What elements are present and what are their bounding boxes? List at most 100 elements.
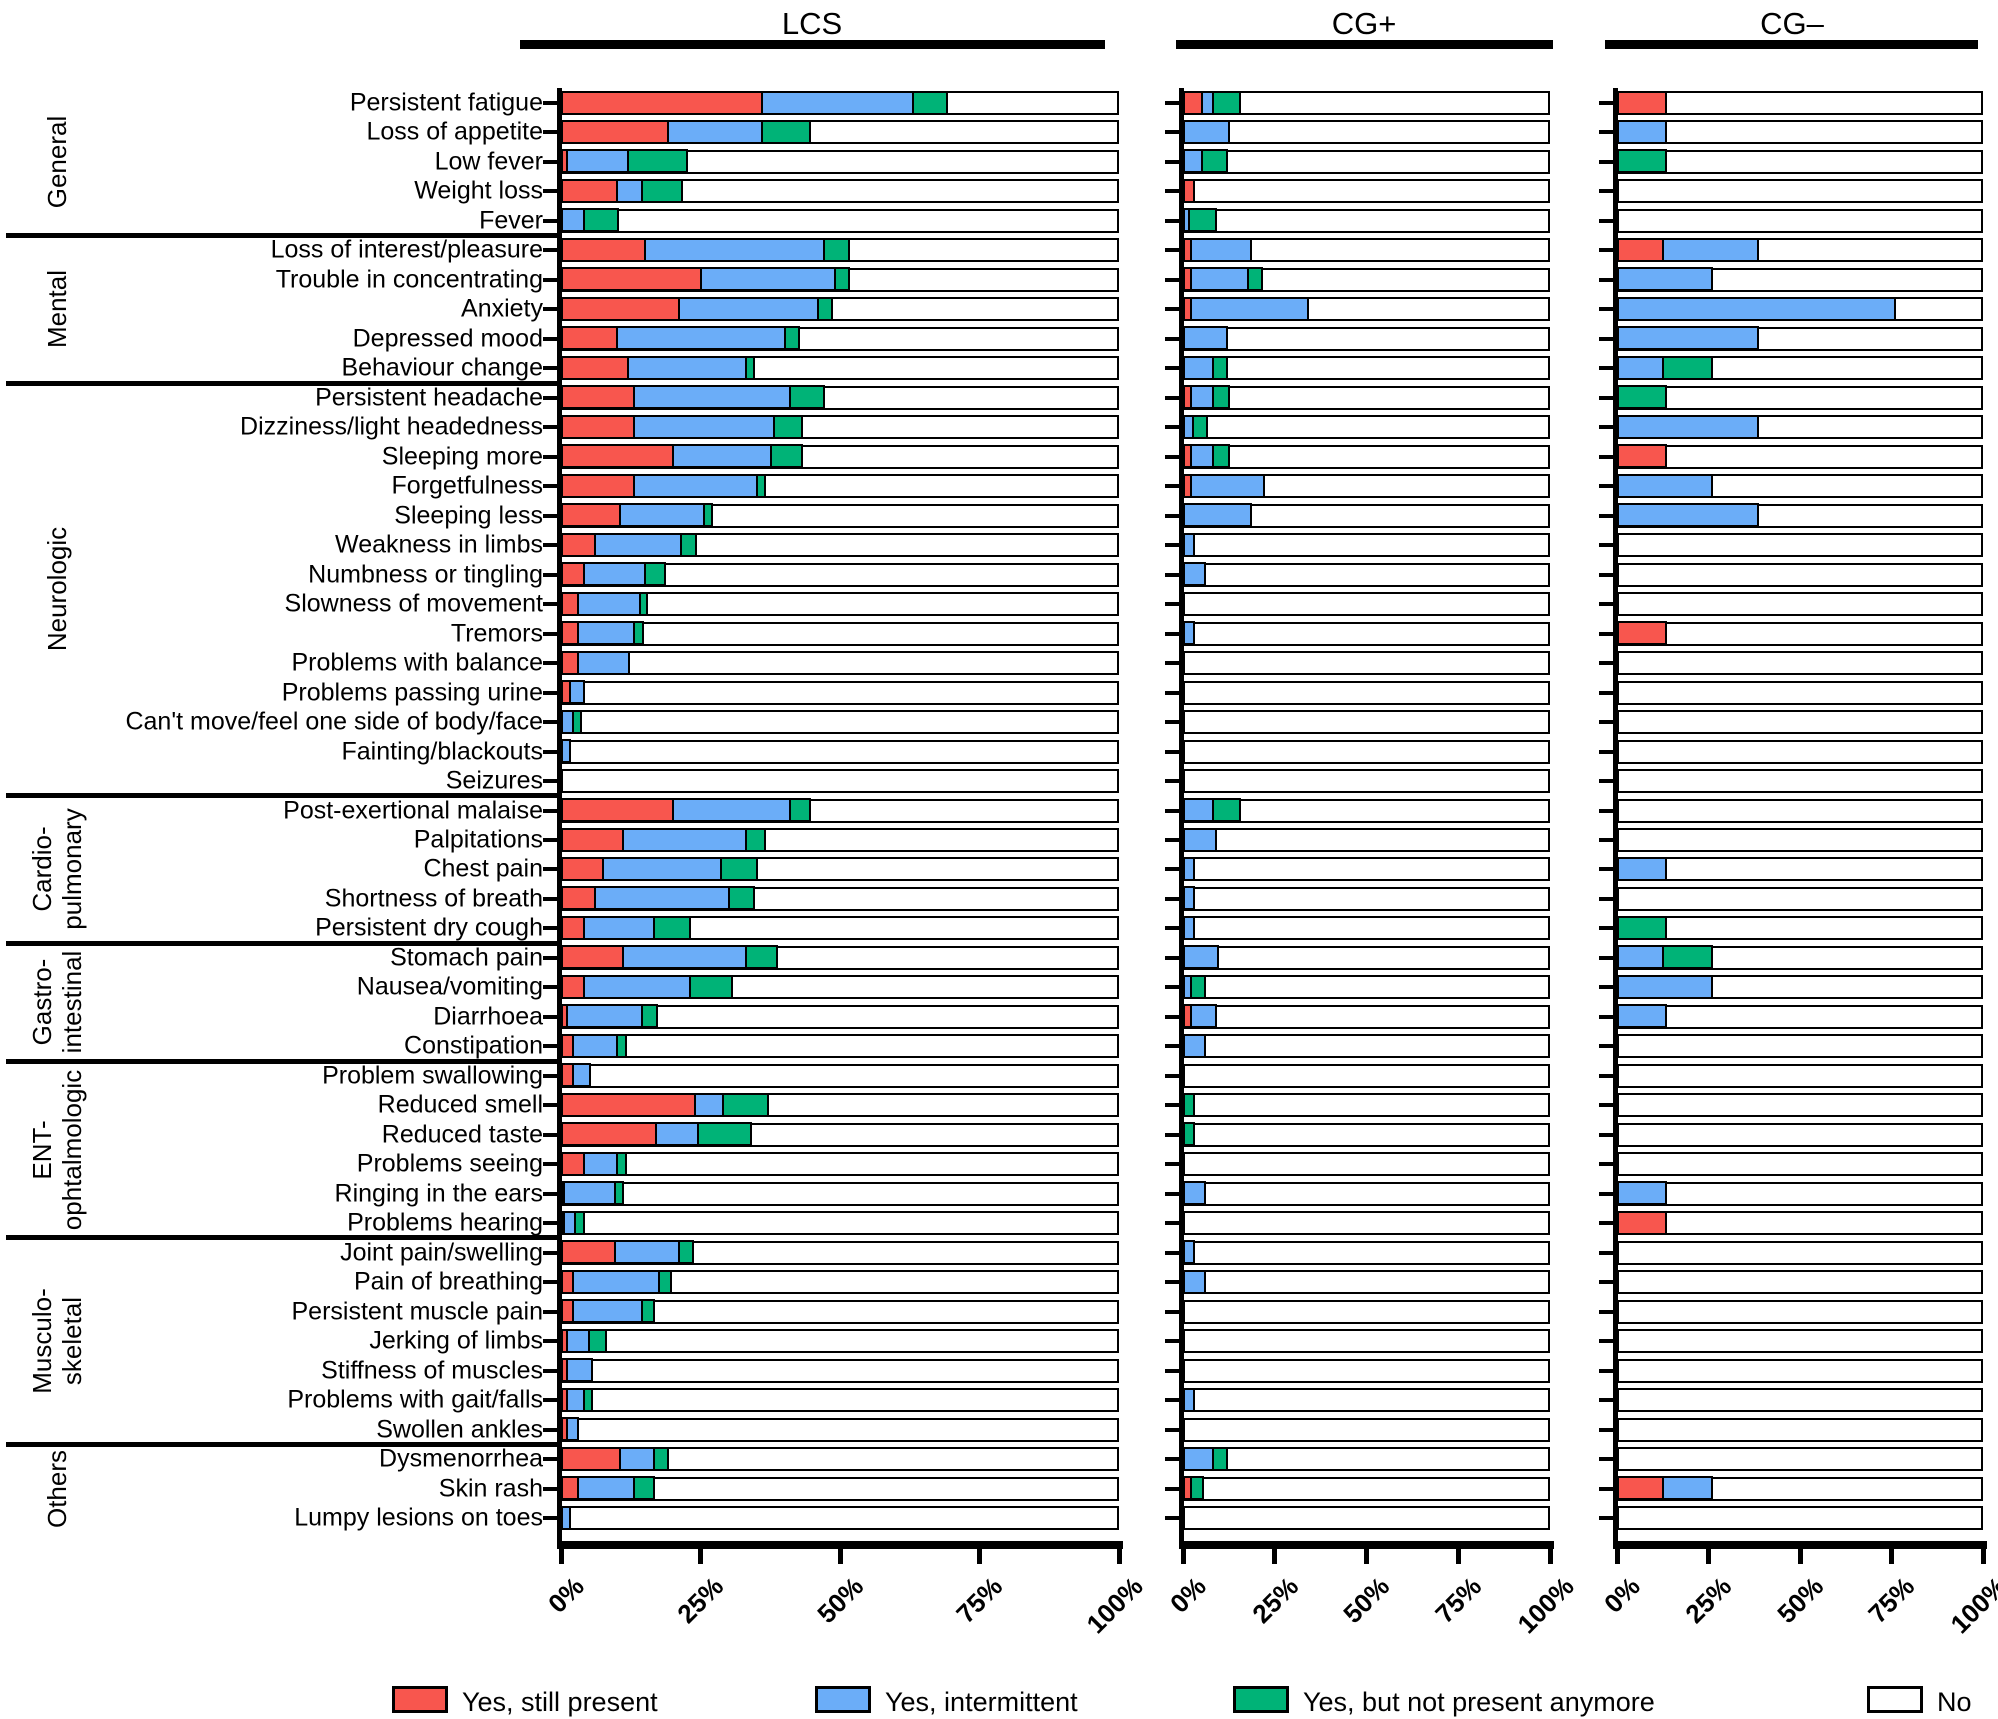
row-tick — [1165, 1103, 1180, 1108]
row-tick — [1599, 1221, 1614, 1226]
stacked-bar — [1616, 90, 1983, 115]
segment-not-anymore — [616, 1033, 627, 1058]
x-axis-tick — [1116, 1549, 1122, 1564]
segment-intermittent — [644, 237, 828, 262]
y-axis-line — [1179, 88, 1184, 1549]
row-tick — [1599, 1280, 1614, 1285]
stacked-bar — [1617, 739, 1983, 764]
stacked-bar — [1617, 208, 1983, 233]
segment-not-anymore — [722, 1092, 770, 1117]
row-tick — [1599, 1457, 1614, 1462]
segment-intermittent — [1616, 1181, 1668, 1206]
stacked-bar — [560, 1122, 1119, 1147]
symptom-label: Problems with balance — [291, 648, 543, 677]
symptom-label: Persistent fatigue — [349, 88, 543, 117]
segment-intermittent — [700, 267, 839, 292]
symptom-label: Reduced smell — [377, 1090, 543, 1119]
stacked-bar — [560, 1151, 1119, 1177]
stacked-bar — [1617, 179, 1983, 204]
symptom-label: Low fever — [434, 147, 543, 176]
segment-intermittent — [1616, 267, 1713, 292]
legend-swatch-intermittent — [815, 1686, 871, 1713]
symptom-label: Sleeping more — [381, 442, 543, 471]
symptom-label: Dysmenorrhea — [379, 1444, 543, 1473]
row-tick — [1599, 572, 1614, 577]
segment-still-present — [560, 1240, 619, 1265]
stacked-bar — [560, 1063, 1119, 1088]
stacked-bar — [1182, 886, 1550, 911]
segment-intermittent — [672, 444, 775, 469]
stacked-bar — [1183, 1417, 1550, 1442]
stacked-bar — [1182, 178, 1550, 204]
segment-intermittent — [619, 1446, 658, 1471]
segment-not-anymore — [1200, 149, 1228, 174]
segment-intermittent — [1616, 473, 1713, 498]
stacked-bar — [1616, 149, 1983, 174]
row-tick — [1165, 661, 1180, 666]
segment-intermittent — [633, 385, 795, 410]
stacked-bar — [560, 562, 1119, 587]
stacked-bar — [1617, 1299, 1983, 1324]
segment-not-anymore — [719, 856, 758, 881]
stacked-bar — [1617, 1329, 1983, 1354]
segment-not-anymore — [744, 355, 756, 380]
symptom-label: Persistent dry cough — [315, 913, 543, 942]
row-tick — [1599, 189, 1614, 194]
symptom-label: Shortness of breath — [324, 884, 543, 913]
stacked-bar — [1617, 1240, 1983, 1265]
segment-still-present — [560, 90, 767, 115]
segment-intermittent — [761, 90, 918, 115]
stacked-bar — [1616, 296, 1983, 322]
stacked-bar — [560, 1092, 1119, 1118]
stacked-bar — [1182, 414, 1550, 440]
segment-still-present — [560, 473, 639, 498]
stacked-bar — [560, 974, 1119, 1000]
segment-still-present — [560, 1092, 700, 1117]
stacked-bar — [1182, 1122, 1550, 1147]
stacked-bar — [1182, 267, 1550, 292]
row-tick — [1599, 1486, 1614, 1491]
x-tick-label: 100% — [1510, 1571, 1580, 1640]
segment-intermittent — [1182, 503, 1252, 528]
panel-title-lcs: LCS — [781, 6, 843, 41]
stacked-bar — [560, 532, 1119, 558]
segment-intermittent — [577, 621, 639, 646]
stacked-bar — [1617, 798, 1983, 823]
segment-intermittent — [1662, 237, 1759, 262]
row-tick — [1165, 425, 1180, 430]
stacked-bar — [1617, 1152, 1983, 1177]
segment-not-anymore — [641, 178, 683, 203]
segment-intermittent — [593, 532, 686, 557]
segment-still-present — [560, 444, 678, 469]
row-tick — [1599, 1339, 1614, 1344]
category-label: Cardio- pulmonary — [27, 808, 87, 931]
symptom-label: Diarrhoea — [433, 1002, 543, 1031]
segment-intermittent — [1616, 414, 1759, 439]
segment-intermittent — [602, 856, 725, 881]
stacked-bar — [1182, 1240, 1550, 1265]
segment-intermittent — [1182, 326, 1228, 351]
row-tick — [1165, 926, 1180, 931]
row-tick — [1165, 838, 1180, 842]
stacked-bar — [1616, 915, 1983, 941]
legend-swatch-not-anymore — [1233, 1686, 1289, 1713]
segment-intermittent — [1189, 267, 1252, 292]
segment-not-anymore — [641, 1299, 655, 1324]
row-tick — [543, 720, 558, 725]
stacked-bar — [560, 296, 1119, 322]
segment-not-anymore — [1211, 798, 1241, 823]
stacked-bar — [1182, 149, 1550, 174]
row-tick — [543, 218, 558, 223]
segment-not-anymore — [1191, 414, 1208, 439]
stacked-bar — [1182, 1033, 1550, 1059]
segment-intermittent — [1616, 326, 1759, 351]
stacked-bar — [560, 119, 1119, 145]
row-tick — [543, 955, 558, 960]
stacked-bar — [560, 473, 1119, 499]
row-tick — [1599, 602, 1614, 607]
stacked-bar — [1617, 1270, 1983, 1295]
row-tick — [1165, 955, 1180, 960]
row-tick — [543, 159, 558, 164]
stacked-bar — [1616, 119, 1983, 145]
segment-still-present — [1616, 444, 1668, 469]
